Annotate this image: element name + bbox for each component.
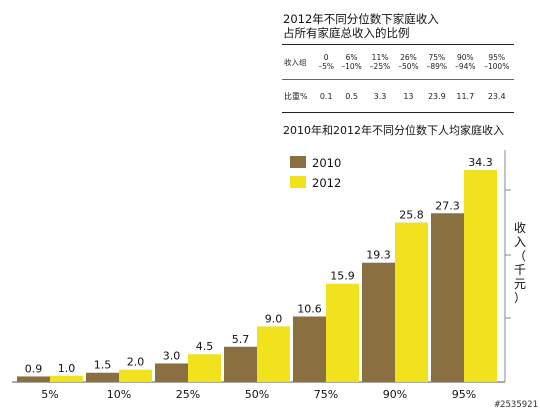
bar-2010: [293, 316, 326, 382]
bar-2010: [362, 262, 395, 382]
y-axis-label-char: 元: [514, 277, 526, 291]
y-axis-label-char: 入: [514, 235, 526, 249]
table-header-label: 收入组: [282, 44, 315, 80]
table-group-cell: 26% –50%: [394, 44, 423, 80]
group-line: 11%: [371, 53, 389, 62]
data-label-2010: 3.0: [163, 349, 181, 362]
group-line: 0: [323, 53, 329, 62]
legend-swatch-2010: [290, 156, 306, 168]
x-tick-label: 75%: [314, 388, 338, 401]
group-line: 26%: [400, 53, 417, 62]
table-header-row: 收入组 0 –5% 6% –10% 11% –25% 26% –50% 75% –89% …: [282, 44, 514, 80]
group-line: 6%: [345, 53, 358, 62]
table-group-cell: 6% –10%: [337, 44, 366, 80]
chart-title: 2010年和2012年不同分位数下人均家庭收入: [283, 124, 504, 137]
data-label-2012: 4.5: [196, 340, 214, 353]
y-axis-label-char: 收: [514, 221, 526, 235]
watermark-id: #2535921: [494, 400, 538, 410]
group-line: –5%: [318, 62, 335, 71]
group-line: 90%: [456, 53, 474, 62]
bar-2012: [188, 354, 221, 382]
data-label-2012: 25.8: [399, 209, 424, 222]
x-tick-label: 95%: [452, 388, 476, 401]
bar-2010: [224, 346, 257, 382]
x-tick-label: 10%: [107, 388, 131, 401]
table-title: 2012年不同分位数下家庭收入 占所有家庭总收入的比例: [283, 12, 533, 40]
group-line: –100%: [484, 62, 510, 71]
group-line: –94%: [455, 62, 476, 71]
bar-2012: [50, 375, 83, 382]
bar-2012: [257, 326, 290, 382]
group-line: 75%: [428, 53, 446, 62]
group-line: –50%: [398, 62, 419, 71]
table-group-cell: 75% –89%: [422, 44, 452, 80]
data-label-2010: 0.9: [25, 362, 43, 375]
bar-2010: [155, 363, 188, 382]
data-label-2012: 34.3: [468, 156, 493, 169]
bar-2012: [119, 369, 152, 382]
table-value-row: 比重% 0.1 0.5 3.3 13 23.9 11.7 23.4: [282, 80, 514, 113]
group-line: –25%: [369, 62, 391, 71]
x-tick-label: 90%: [383, 388, 407, 401]
bar-2010: [431, 213, 464, 382]
data-label-2010: 27.3: [435, 199, 460, 212]
table-value-label: 比重%: [284, 91, 308, 101]
bar-2012: [326, 283, 359, 382]
table-group-cell: 0 –5%: [315, 44, 338, 80]
table-group-cell: 90% –94%: [451, 44, 480, 80]
data-label-2010: 5.7: [232, 333, 250, 346]
data-label-2012: 15.9: [330, 270, 355, 283]
y-axis-label-char: ）: [514, 291, 526, 305]
x-tick-label: 50%: [245, 388, 269, 401]
table-value-cell: 23.4: [487, 91, 506, 101]
income-share-table: 收入组 0 –5% 6% –10% 11% –25% 26% –50% 75% –89% …: [282, 44, 514, 113]
group-line: 95%: [488, 53, 506, 62]
x-tick-label: 5%: [41, 388, 58, 401]
table-value-cell: 23.9: [427, 91, 446, 101]
table-group-cell: 11% –25%: [365, 44, 395, 80]
table-value-cell: 13: [403, 91, 414, 101]
y-axis-label-char: 千: [514, 263, 526, 277]
table-value-cell: 0.5: [345, 91, 358, 101]
legend-swatch-2012: [290, 176, 306, 188]
table-value-cell: 11.7: [456, 91, 475, 101]
data-label-2010: 19.3: [366, 249, 391, 262]
bar-2010: [86, 372, 119, 382]
legend-label-2010: 2010: [312, 156, 341, 170]
y-axis-label-char: （: [514, 249, 526, 263]
bar-2012: [464, 170, 497, 382]
table-title-line-2: 占所有家庭总收入的比例: [283, 26, 410, 40]
table-title-line-1: 2012年不同分位数下家庭收入: [283, 12, 439, 26]
bar-2010: [17, 376, 50, 382]
group-line: –89%: [426, 62, 448, 71]
data-label-2010: 1.5: [94, 359, 112, 372]
table-group-cell: 95% –100%: [479, 44, 514, 80]
legend-label-2012: 2012: [312, 176, 341, 190]
table-value-cell: 3.3: [373, 91, 387, 101]
table-value-cell: 0.1: [319, 91, 333, 101]
bar-2012: [395, 222, 428, 382]
data-label-2012: 9.0: [265, 312, 283, 325]
data-label-2012: 2.0: [127, 356, 145, 369]
x-tick-label: 25%: [176, 388, 200, 401]
group-line: –10%: [341, 62, 362, 71]
data-label-2010: 10.6: [297, 302, 322, 315]
data-label-2012: 1.0: [58, 362, 76, 375]
